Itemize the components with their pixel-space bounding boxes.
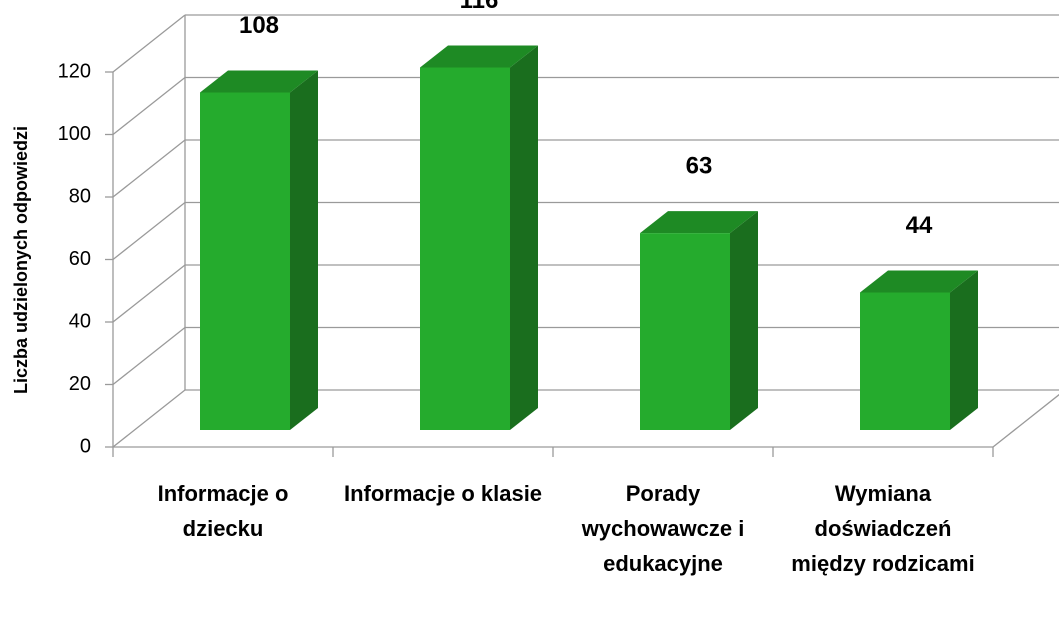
grid-line [112, 76, 186, 136]
bar-top [640, 211, 758, 234]
y-tick-label: 120 [58, 60, 91, 82]
y-tick-label: 80 [69, 185, 91, 207]
y-tick-label: 100 [58, 123, 91, 145]
y-tick-label: 40 [69, 310, 91, 332]
value-label: 108 [239, 12, 279, 39]
grid-line [112, 139, 186, 198]
value-label: 116 [460, 0, 499, 14]
bar-side [730, 211, 758, 430]
y-tick-label: 0 [80, 435, 91, 457]
y-tick-label: 20 [69, 373, 91, 395]
x-tick-label: Informacje o dziecku [158, 481, 289, 541]
bar [860, 292, 950, 430]
grid-line [112, 264, 186, 323]
value-label: 63 [686, 152, 713, 179]
y-axis-label: Liczba udzielonych odpowiedzi [11, 126, 31, 394]
bar [640, 233, 730, 430]
bar [420, 67, 510, 430]
bar-side [510, 45, 538, 430]
floor-right [992, 393, 1059, 448]
grid-line [112, 14, 186, 73]
grid-line [112, 326, 186, 386]
x-tick-label: Porady wychowawcze i edukacyjne [581, 481, 745, 576]
bar-top [860, 270, 978, 293]
x-tick-label: Wymiana doświadczeń między rodzicami [791, 481, 974, 576]
grid-line [112, 389, 186, 448]
bar-top [200, 70, 318, 93]
value-label: 44 [906, 212, 933, 239]
bar-side [950, 270, 978, 430]
grid-line [112, 201, 186, 261]
y-tick-label: 60 [69, 248, 91, 270]
x-tick-label: Informacje o klasie [344, 481, 542, 506]
bar [200, 92, 290, 430]
bar-top [420, 45, 538, 68]
bar-side [290, 70, 318, 430]
